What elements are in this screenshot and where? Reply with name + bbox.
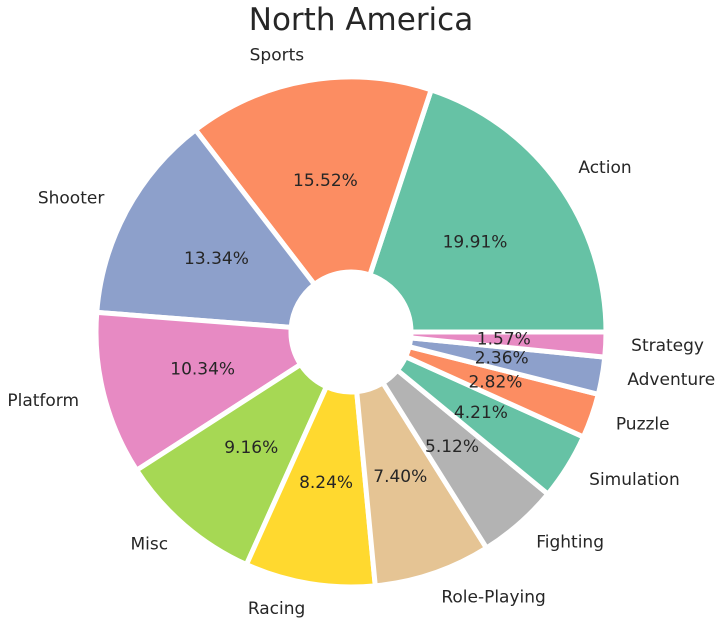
category-label-adventure: Adventure: [627, 370, 715, 390]
category-label-misc: Misc: [131, 535, 169, 555]
category-label-strategy: Strategy: [631, 336, 704, 356]
category-label-simulation: Simulation: [589, 470, 680, 490]
pct-label-action: 19.91%: [443, 232, 508, 252]
percentage-labels: 19.91% 15.52% 13.34% 10.34% 9.16% 8.24% 7.40% 5…: [170, 171, 531, 493]
pct-label-adventure: 2.36%: [475, 348, 529, 368]
pct-label-strategy: 1.57%: [477, 330, 531, 350]
category-labels: Action Sports Shooter Platform Misc Racing Rol…: [7, 45, 715, 618]
pct-label-simulation: 4.21%: [454, 403, 508, 423]
category-label-sports: Sports: [250, 45, 305, 65]
category-label-racing: Racing: [248, 599, 306, 619]
pie-slice-misc: [133, 361, 330, 568]
pct-label-puzzle: 2.82%: [468, 372, 522, 392]
category-label-puzzle: Puzzle: [616, 414, 670, 434]
category-label-platform: Platform: [7, 391, 79, 411]
category-label-action: Action: [578, 158, 631, 178]
pct-label-sports: 15.52%: [293, 171, 358, 191]
pie-slices: [93, 74, 609, 590]
pie-slice-strategy: [407, 329, 609, 360]
pie-slice-racing: [243, 383, 379, 590]
pct-label-shooter: 13.34%: [184, 249, 249, 269]
chart-title: North America: [249, 2, 473, 38]
pie-slice-platform: [93, 309, 305, 474]
category-label-role-playing: Role-Playing: [441, 588, 546, 608]
pct-label-misc: 9.16%: [224, 438, 278, 458]
pct-label-fighting: 5.12%: [425, 437, 479, 457]
pct-label-racing: 8.24%: [299, 473, 353, 493]
pie-slice-action: [366, 86, 609, 335]
category-label-fighting: Fighting: [536, 533, 604, 553]
pie-slice-sports: [192, 74, 435, 288]
pie-slice-shooter: [94, 126, 318, 331]
category-label-shooter: Shooter: [38, 188, 104, 208]
pct-label-role-playing: 7.40%: [373, 467, 427, 487]
pct-label-platform: 10.34%: [170, 360, 235, 380]
